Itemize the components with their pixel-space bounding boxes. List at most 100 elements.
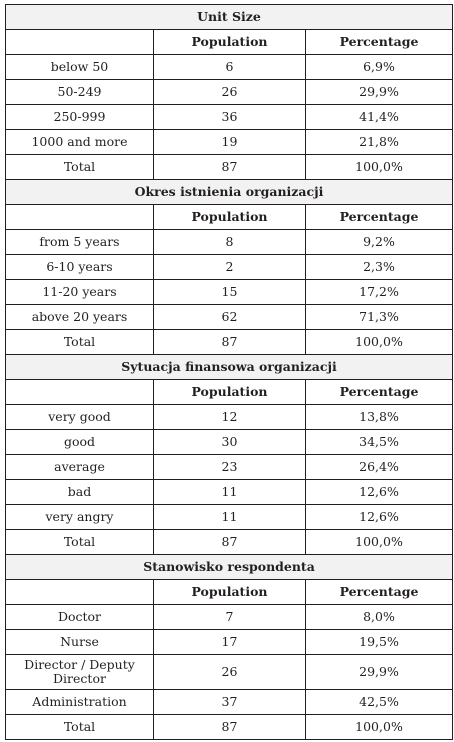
table-row: from 5 years 8 9,2% (5, 229, 453, 255)
row-label: 11-20 years (5, 279, 154, 305)
row-population: 15 (153, 279, 306, 305)
column-header-row: Population Percentage (5, 204, 453, 230)
header-empty-cell (5, 579, 154, 605)
total-row: Total 87 100,0% (5, 329, 453, 355)
row-population: 26 (153, 79, 306, 105)
row-percentage: 41,4% (305, 104, 453, 130)
row-label: 6-10 years (5, 254, 154, 280)
row-population: 11 (153, 479, 306, 505)
row-percentage: 26,4% (305, 454, 453, 480)
row-population: 62 (153, 304, 306, 330)
row-population: 36 (153, 104, 306, 130)
row-population: 6 (153, 54, 306, 80)
row-percentage: 12,6% (305, 504, 453, 530)
row-percentage: 100,0% (305, 329, 453, 355)
row-label: above 20 years (5, 304, 154, 330)
section-header-organization-age: Okres istnienia organizacji (5, 179, 453, 205)
table-row: 1000 and more 19 21,8% (5, 129, 453, 155)
row-percentage: 34,5% (305, 429, 453, 455)
row-population: 12 (153, 404, 306, 430)
table-row: Administration 37 42,5% (5, 689, 453, 715)
header-population: Population (153, 29, 306, 55)
table-row: 6-10 years 2 2,3% (5, 254, 453, 280)
row-population: 30 (153, 429, 306, 455)
row-population: 19 (153, 129, 306, 155)
header-empty-cell (5, 204, 154, 230)
row-percentage: 100,0% (305, 714, 453, 740)
row-population: 87 (153, 154, 306, 180)
row-population: 87 (153, 714, 306, 740)
section-title: Stanowisko respondenta (5, 554, 453, 580)
table-row: good 30 34,5% (5, 429, 453, 455)
row-label: Total (5, 154, 154, 180)
row-label: good (5, 429, 154, 455)
row-population: 2 (153, 254, 306, 280)
row-population: 87 (153, 529, 306, 555)
row-percentage: 21,8% (305, 129, 453, 155)
table-row: very angry 11 12,6% (5, 504, 453, 530)
section-header-unit-size: Unit Size (5, 4, 453, 30)
header-population: Population (153, 579, 306, 605)
row-label: 250-999 (5, 104, 154, 130)
header-percentage: Percentage (305, 204, 453, 230)
row-label: very angry (5, 504, 154, 530)
data-table: Unit Size Population Percentage below 50… (5, 4, 453, 740)
row-percentage: 19,5% (305, 629, 453, 655)
table-row: average 23 26,4% (5, 454, 453, 480)
row-percentage: 13,8% (305, 404, 453, 430)
row-population: 87 (153, 329, 306, 355)
row-population: 37 (153, 689, 306, 715)
total-row: Total 87 100,0% (5, 714, 453, 740)
header-percentage: Percentage (305, 29, 453, 55)
table-row: above 20 years 62 71,3% (5, 304, 453, 330)
section-title: Okres istnienia organizacji (5, 179, 453, 205)
header-percentage: Percentage (305, 379, 453, 405)
row-label: Doctor (5, 604, 154, 630)
row-label: Director / Deputy Director (5, 654, 154, 690)
table-row: Nurse 17 19,5% (5, 629, 453, 655)
row-label: 1000 and more (5, 129, 154, 155)
header-empty-cell (5, 29, 154, 55)
row-label: from 5 years (5, 229, 154, 255)
row-percentage: 100,0% (305, 529, 453, 555)
row-label: Nurse (5, 629, 154, 655)
table-row: Doctor 7 8,0% (5, 604, 453, 630)
row-population: 23 (153, 454, 306, 480)
row-population: 7 (153, 604, 306, 630)
table-row: 250-999 36 41,4% (5, 104, 453, 130)
row-label: bad (5, 479, 154, 505)
table-row: 50-249 26 29,9% (5, 79, 453, 105)
row-percentage: 6,9% (305, 54, 453, 80)
table-row: bad 11 12,6% (5, 479, 453, 505)
row-percentage: 100,0% (305, 154, 453, 180)
total-row: Total 87 100,0% (5, 154, 453, 180)
row-percentage: 2,3% (305, 254, 453, 280)
row-label: below 50 (5, 54, 154, 80)
row-population: 8 (153, 229, 306, 255)
row-label: very good (5, 404, 154, 430)
row-population: 11 (153, 504, 306, 530)
row-percentage: 71,3% (305, 304, 453, 330)
row-percentage: 29,9% (305, 654, 453, 690)
table-row: below 50 6 6,9% (5, 54, 453, 80)
table-row: 11-20 years 15 17,2% (5, 279, 453, 305)
column-header-row: Population Percentage (5, 579, 453, 605)
row-population: 17 (153, 629, 306, 655)
row-label: Total (5, 714, 154, 740)
row-population: 26 (153, 654, 306, 690)
section-title: Unit Size (5, 4, 453, 30)
row-percentage: 29,9% (305, 79, 453, 105)
section-header-financial-situation: Sytuacja finansowa organizacji (5, 354, 453, 380)
header-population: Population (153, 379, 306, 405)
row-label: Total (5, 329, 154, 355)
section-header-respondent-position: Stanowisko respondenta (5, 554, 453, 580)
table-row: Director / Deputy Director 26 29,9% (5, 654, 453, 690)
row-percentage: 12,6% (305, 479, 453, 505)
row-percentage: 9,2% (305, 229, 453, 255)
column-header-row: Population Percentage (5, 29, 453, 55)
section-title: Sytuacja finansowa organizacji (5, 354, 453, 380)
row-percentage: 17,2% (305, 279, 453, 305)
row-label: 50-249 (5, 79, 154, 105)
row-label: Administration (5, 689, 154, 715)
table-row: very good 12 13,8% (5, 404, 453, 430)
